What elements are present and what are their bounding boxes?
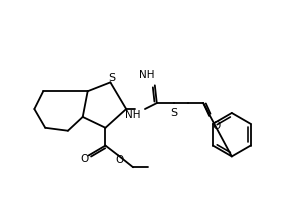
Text: O: O <box>81 154 89 164</box>
Text: O: O <box>115 155 123 165</box>
Text: S: S <box>170 108 177 118</box>
Text: S: S <box>108 73 115 83</box>
Text: O: O <box>212 121 220 131</box>
Text: NH: NH <box>139 70 155 80</box>
Text: NH: NH <box>125 110 141 120</box>
